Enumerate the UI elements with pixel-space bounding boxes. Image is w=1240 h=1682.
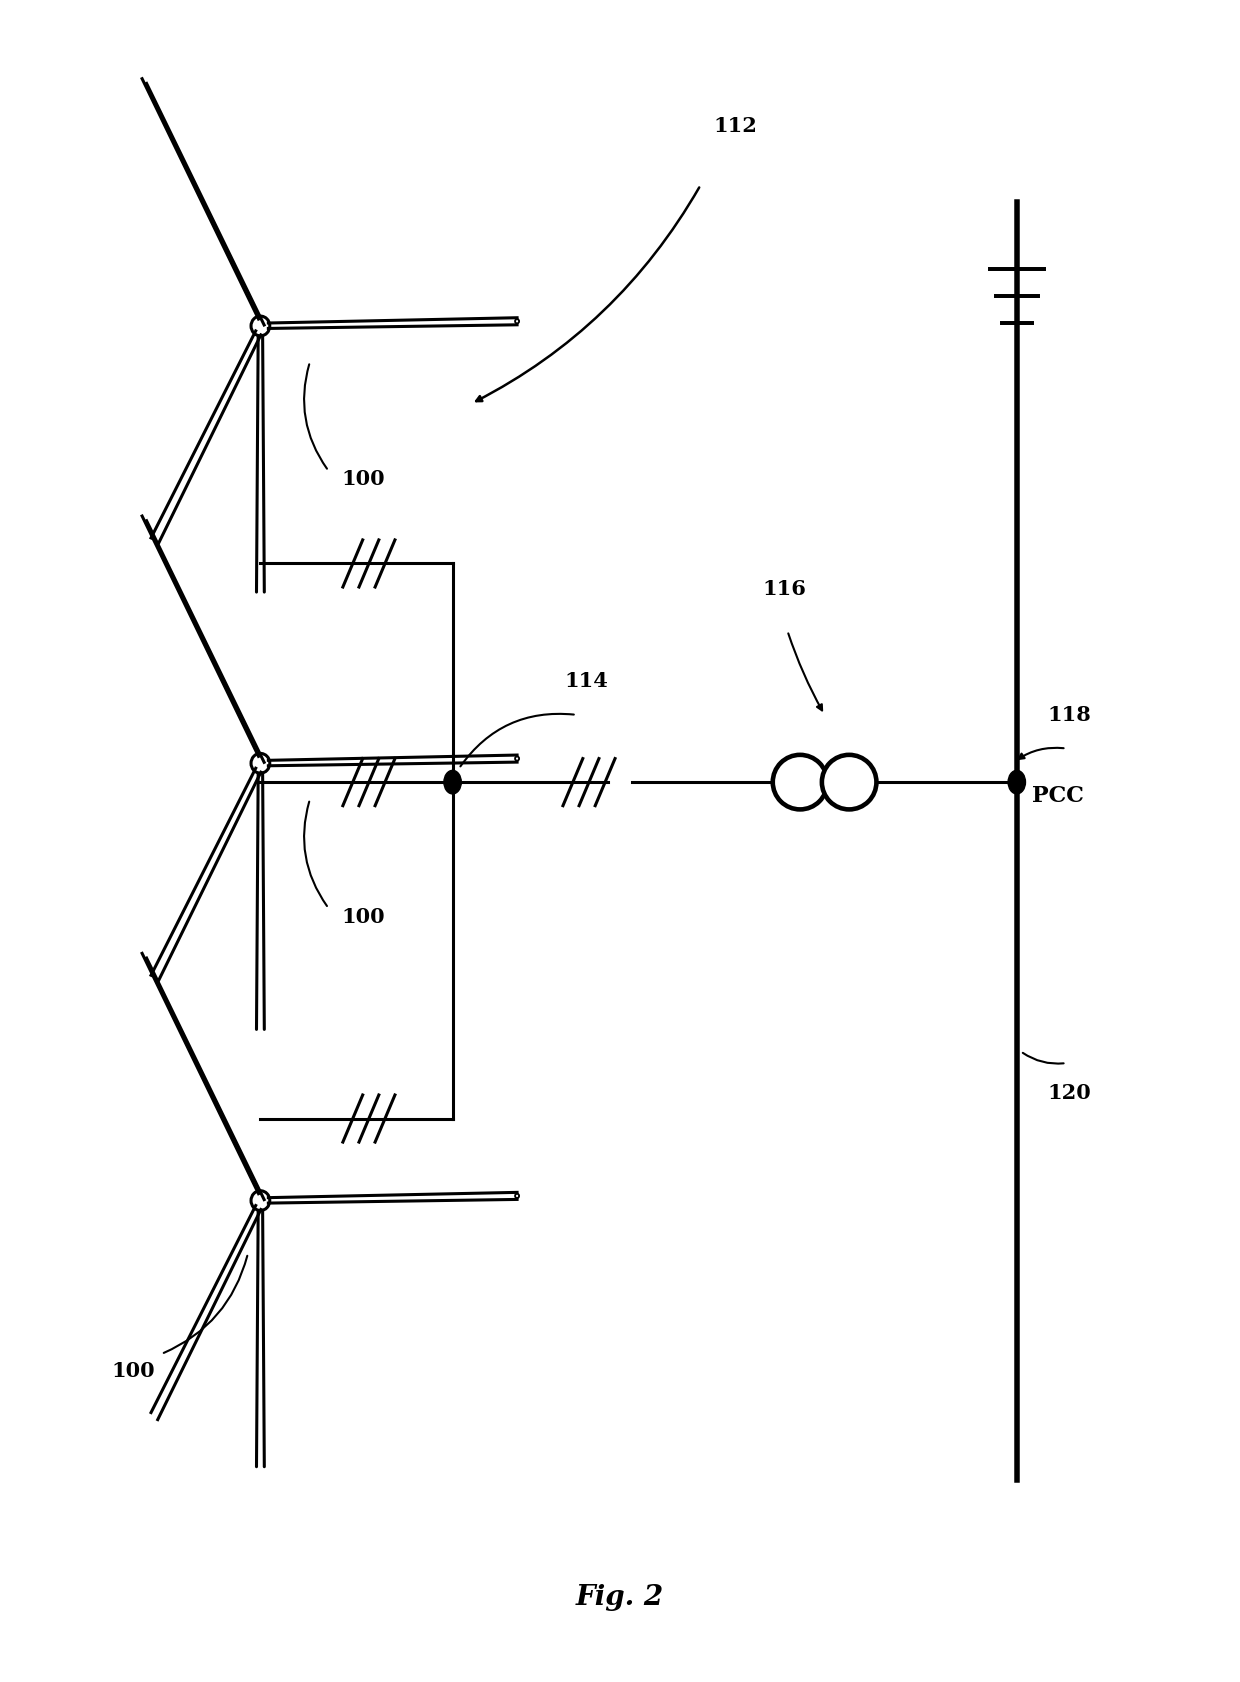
Circle shape xyxy=(444,770,461,794)
Text: 100: 100 xyxy=(341,907,384,927)
Ellipse shape xyxy=(773,755,827,809)
Text: 116: 116 xyxy=(763,579,806,599)
Ellipse shape xyxy=(822,755,877,809)
Text: PCC: PCC xyxy=(1032,784,1084,807)
Text: 100: 100 xyxy=(112,1361,155,1381)
Text: 112: 112 xyxy=(713,116,756,136)
Text: Fig. 2: Fig. 2 xyxy=(575,1584,665,1611)
Text: 118: 118 xyxy=(1048,705,1091,725)
Text: 100: 100 xyxy=(341,469,384,489)
Text: 120: 120 xyxy=(1048,1083,1091,1103)
Circle shape xyxy=(1008,770,1025,794)
Text: 114: 114 xyxy=(564,671,608,691)
